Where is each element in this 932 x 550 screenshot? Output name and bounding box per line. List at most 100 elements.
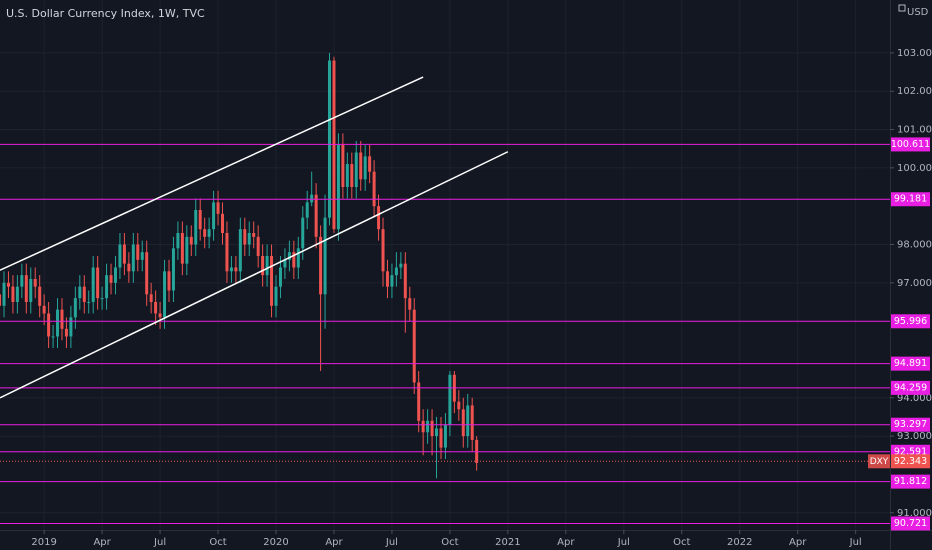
candle-body: [265, 255, 269, 276]
level-label-box: [891, 314, 930, 329]
level-label: 93.297: [894, 419, 927, 430]
candle-body: [385, 271, 389, 287]
chart-title: U.S. Dollar Currency Index, 1W, TVC: [6, 7, 205, 20]
candle-body: [158, 313, 162, 318]
candle-body: [118, 244, 122, 268]
candle-body: [225, 233, 229, 272]
candle-body: [100, 298, 104, 300]
level-label: 94.891: [894, 358, 927, 369]
candle-body: [127, 263, 131, 272]
y-tick-label: 103.000: [897, 48, 932, 59]
candle-body: [91, 267, 95, 302]
candle-body: [145, 252, 149, 295]
candle-body: [350, 164, 354, 188]
labels: 103.000 102.000 101.000 100.000 98.000 97.000…: [31, 48, 932, 548]
candle-body: [323, 217, 327, 295]
candle-body: [417, 382, 421, 421]
candle-body: [42, 305, 46, 314]
candle-body: [296, 248, 300, 268]
candle-body: [310, 194, 314, 203]
x-tick-label: Jul: [849, 537, 862, 548]
candle-body: [198, 210, 202, 230]
candle-body: [78, 286, 82, 299]
candle-body: [278, 267, 282, 287]
candle-body: [292, 252, 296, 268]
level-label-box: [891, 516, 930, 531]
y-tick-label: 98.000: [897, 239, 932, 250]
candle-body: [448, 374, 452, 425]
x-tick-label: Apr: [325, 537, 343, 548]
candle-body: [212, 202, 216, 230]
candle-body: [96, 267, 100, 299]
y-tick-label: 97.000: [897, 278, 932, 289]
level-label-box: [891, 417, 930, 432]
candle-body: [122, 244, 126, 264]
candle-body: [15, 286, 19, 302]
level-label-box: [891, 380, 930, 395]
x-tick-label: Apr: [93, 537, 111, 548]
trend-line: [0, 76, 424, 271]
candle-body: [368, 156, 372, 172]
candle-body: [252, 233, 256, 237]
candle-body: [131, 244, 135, 272]
x-tick-label: Apr: [789, 537, 807, 548]
candle-body: [443, 424, 447, 448]
candle-body: [167, 271, 171, 291]
candle-body: [109, 275, 113, 283]
candle-body: [33, 278, 37, 287]
x-tick-label: Apr: [557, 537, 575, 548]
candle-body: [305, 202, 309, 218]
candle-body: [163, 271, 167, 318]
candle-body: [274, 286, 278, 306]
candle-body: [171, 248, 175, 291]
candle-body: [0, 294, 2, 306]
candle-body: [29, 278, 33, 302]
last-price-box: [891, 454, 930, 469]
candle-body: [207, 229, 211, 237]
level-label-box: [891, 474, 930, 489]
candle-body: [377, 206, 381, 230]
candle-body: [180, 233, 184, 264]
currency[interactable]: USD: [907, 7, 929, 18]
candle-body: [60, 309, 64, 329]
candle-body: [64, 328, 68, 337]
x-tick-label: Jul: [153, 537, 166, 548]
symbol-box: [868, 454, 890, 469]
candle-body: [73, 298, 77, 318]
candle-body: [314, 194, 318, 237]
x-tick-label: Oct: [209, 537, 226, 548]
candle-body: [154, 301, 158, 314]
candle-body: [20, 275, 24, 287]
candle-body: [399, 263, 403, 268]
y-tick-label: 94.000: [897, 393, 932, 404]
currency-icon[interactable]: [898, 4, 906, 12]
level-label: 92.591: [894, 446, 927, 457]
y-tick-label: 93.000: [897, 431, 932, 442]
candle-body: [113, 267, 117, 283]
candle-body: [372, 171, 376, 207]
candle-body: [457, 401, 461, 410]
candle-body: [283, 259, 287, 268]
candle-body: [149, 294, 153, 302]
candle-body: [341, 144, 345, 188]
candle-body: [363, 156, 367, 180]
y-tick-label: 101.000: [897, 125, 932, 136]
candle-body: [359, 152, 363, 180]
candle-body: [243, 229, 247, 245]
x-tick-label: Oct: [441, 537, 458, 548]
candle-body: [87, 301, 91, 303]
candle-body: [439, 428, 443, 448]
candle-body: [38, 286, 42, 306]
y-tick-label: 91.000: [897, 508, 932, 519]
level-label-box: [891, 192, 930, 207]
level-label: 91.812: [894, 476, 927, 487]
candle-body: [435, 428, 439, 437]
candle-body: [430, 420, 434, 437]
candle-body: [466, 405, 470, 437]
candle-body: [261, 255, 265, 276]
candle-body: [238, 229, 242, 272]
candle-body: [11, 286, 15, 302]
candle-body: [381, 229, 385, 272]
level-label: 95.996: [894, 316, 927, 327]
